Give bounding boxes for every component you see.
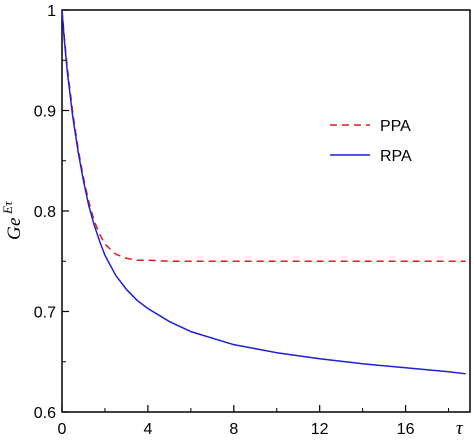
legend-label-ppa: PPA xyxy=(380,118,411,135)
x-tick-label: 0 xyxy=(58,421,67,438)
y-axis-label-sup: Eτ xyxy=(0,200,15,215)
legend-label-rpa: RPA xyxy=(380,148,412,165)
series-line-ppa xyxy=(61,9,466,262)
x-tick-label: 4 xyxy=(143,421,152,438)
y-axis-label-base: G xyxy=(4,226,25,240)
x-tick-label: 8 xyxy=(229,421,238,438)
y-tick-label: 0.6 xyxy=(34,405,56,422)
y-axis-label-exp: e xyxy=(4,218,25,226)
series-line-rpa xyxy=(61,9,466,375)
series-layer xyxy=(61,9,466,375)
plot-frame xyxy=(61,9,471,413)
legend: PPA RPA xyxy=(330,118,412,165)
x-axis-label: τ xyxy=(456,418,464,439)
axis-ticks: 0.6 0.7 0.8 0.9 1 0 4 8 12 16 xyxy=(34,3,450,438)
y-axis-label: G e Eτ xyxy=(0,200,25,240)
y-tick-label: 1 xyxy=(47,3,56,20)
y-tick-label: 0.8 xyxy=(34,204,56,221)
y-tick-label: 0.7 xyxy=(34,305,56,322)
y-tick-label: 0.9 xyxy=(34,104,56,121)
x-tick-label: 12 xyxy=(311,421,329,438)
x-tick-label: 16 xyxy=(397,421,415,438)
